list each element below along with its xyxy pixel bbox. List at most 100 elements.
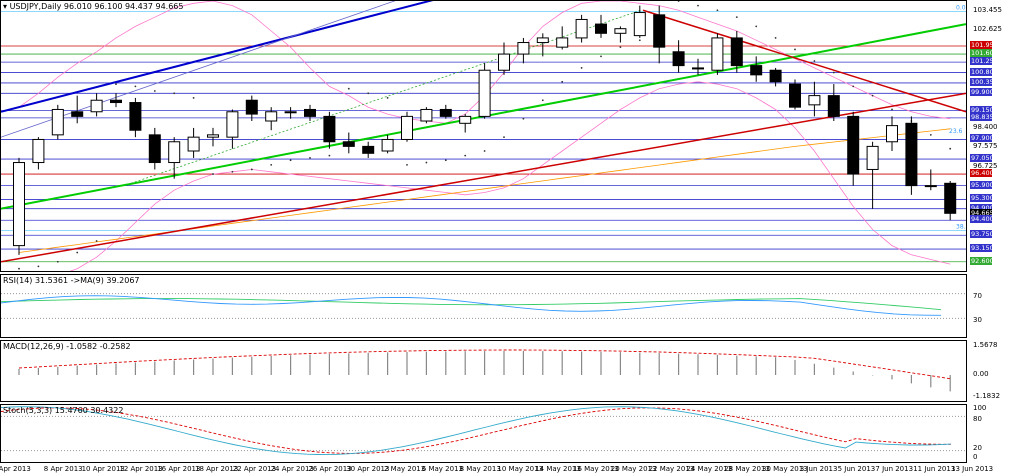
candle-body: [827, 95, 840, 117]
date-label: 24 May 2013: [686, 465, 733, 473]
price-axis-label: 93.750: [970, 230, 992, 239]
candle: [692, 58, 704, 75]
price-chart-pane[interactable]: 0.0 23.6 38.2 ▾ USDJPY,Daily 96.010 96.100…: [0, 0, 967, 272]
candle: [750, 56, 763, 82]
candle: [342, 132, 355, 154]
price-axis-label: 94.665: [970, 209, 992, 218]
sar-dot: [600, 55, 602, 58]
sar-dot: [406, 163, 408, 166]
price-chart-canvas[interactable]: 0.0 23.6 38.2: [1, 1, 966, 271]
candle: [207, 127, 219, 147]
date-label: 10 Apr 2013: [81, 465, 125, 473]
candle: [633, 5, 646, 38]
date-label: 7 Jun 2013: [875, 465, 914, 473]
candle: [944, 181, 957, 221]
sar-dot: [18, 267, 20, 270]
candle: [886, 116, 898, 151]
price-axis-label: 96.725: [973, 161, 998, 170]
fib-label: 38.2: [956, 224, 966, 231]
candle: [478, 63, 491, 119]
stoch-axis-20: 20: [973, 444, 982, 452]
sar-dot: [444, 159, 447, 162]
candle-body: [323, 115, 336, 143]
sar-dot: [270, 163, 273, 166]
candle: [71, 95, 84, 124]
candle-body: [32, 138, 45, 164]
candle-body: [944, 182, 957, 214]
sar-dot: [212, 173, 214, 175]
stoch-axis-100: 100: [973, 404, 987, 412]
sar-dot: [425, 161, 428, 164]
sar-dot: [464, 154, 467, 157]
price-axis-label: 99.150: [970, 105, 992, 114]
sar-dot: [755, 25, 758, 28]
sar-dot: [483, 150, 486, 152]
sar-dot: [852, 85, 855, 88]
candle-body: [866, 145, 879, 170]
candle-body: [304, 108, 316, 117]
candle-body: [575, 18, 588, 39]
macd-canvas[interactable]: [1, 341, 966, 401]
macd-axis-max: 1.5678: [973, 341, 998, 349]
price-axis-label: 103.455: [973, 6, 1002, 15]
rsi-axis-70: 70: [973, 292, 982, 300]
candle: [789, 79, 801, 110]
candle: [110, 93, 122, 108]
trend-line-blue-thin: [1, 1, 396, 138]
price-axis-label: 101.600: [970, 49, 992, 58]
stochastic-canvas[interactable]: [1, 405, 966, 462]
sar-dot: [289, 159, 292, 162]
stoch-title: Stoch(5,3,3) 15.4760 30.4322: [3, 406, 124, 415]
sar-dot: [813, 60, 816, 62]
candle: [730, 31, 743, 73]
stoch-axis: 100 80 20 0: [967, 404, 1023, 463]
candle-body: [905, 122, 918, 187]
rsi-canvas[interactable]: [1, 275, 966, 337]
macd-title: MACD(12,26,9) -1.0582 -0.2582: [3, 342, 131, 351]
candle: [498, 42, 510, 75]
candle-body: [478, 69, 491, 117]
candle: [847, 111, 860, 186]
candle-body: [381, 138, 394, 152]
candle: [905, 116, 918, 195]
date-label: 13 Jun 2013: [951, 465, 994, 473]
candle-body: [129, 102, 142, 131]
price-axis-label: 97.050: [970, 154, 992, 163]
date-label: 22 May 2013: [648, 465, 695, 473]
candle-body: [556, 37, 569, 48]
date-label: 4 Apr 2013: [0, 465, 31, 473]
rsi-pane[interactable]: RSI(14) 31.5361 ->MA(9) 39.2067: [0, 274, 967, 338]
stoch-pane[interactable]: Stoch(5,3,3) 15.4760 30.4322: [0, 404, 967, 463]
candle-body: [226, 111, 239, 138]
candle: [420, 107, 433, 124]
collapse-arrow-icon[interactable]: ▾: [3, 2, 8, 11]
candle: [672, 40, 685, 73]
sar-dot: [503, 136, 505, 139]
price-axis-label: 98.400: [973, 122, 998, 131]
candle-body: [439, 108, 452, 117]
trend-line-blue: [1, 1, 434, 113]
candle-body: [847, 115, 860, 175]
sar-dot: [794, 48, 796, 51]
candle: [653, 5, 666, 64]
sar-dot: [891, 108, 893, 111]
candle-body: [265, 111, 278, 122]
candle-body: [886, 125, 898, 143]
candle: [148, 127, 161, 170]
price-axis-label: 101.950: [970, 41, 992, 49]
candle: [187, 127, 200, 158]
sar-dot: [580, 67, 583, 69]
macd-pane[interactable]: MACD(12,26,9) -1.0582 -0.2582: [0, 340, 967, 402]
macd-axis-min: -1.1832: [973, 392, 1001, 400]
date-label: 5 Jun 2013: [837, 465, 876, 473]
price-axis-label: 97.575: [973, 141, 998, 150]
candle: [866, 141, 879, 209]
sar-dot: [309, 157, 311, 159]
date-label: 30 Apr 2013: [346, 465, 390, 473]
macd-signal-line: [18, 349, 951, 380]
candle: [129, 97, 142, 138]
rsi-axis: 70 30: [967, 274, 1023, 338]
candle-body: [187, 136, 200, 152]
candle-body: [362, 145, 375, 154]
candle: [517, 37, 530, 64]
